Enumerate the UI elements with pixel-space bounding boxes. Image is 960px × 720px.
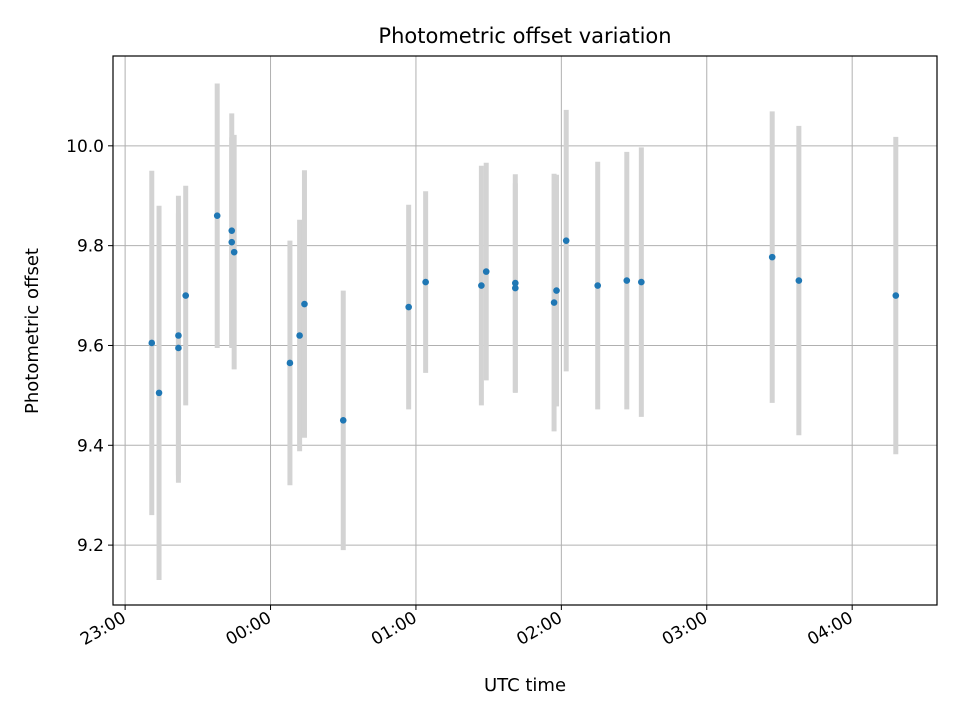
data-point <box>768 253 776 261</box>
data-point <box>228 227 236 234</box>
plot-frame <box>112 55 938 606</box>
data-point <box>155 389 163 397</box>
data-point <box>296 332 303 339</box>
data-point <box>623 277 631 284</box>
data-point <box>301 300 308 308</box>
data-point <box>230 248 238 256</box>
data-point <box>213 212 221 220</box>
data-point <box>286 359 294 367</box>
y-tick-label: 9.2 <box>77 536 104 556</box>
data-point <box>795 277 803 284</box>
data-point <box>594 282 602 289</box>
y-tick-label: 10.0 <box>66 137 104 157</box>
data-point <box>148 339 156 347</box>
data-point <box>553 287 560 294</box>
data-point <box>422 278 429 286</box>
data-point <box>405 303 412 311</box>
data-point <box>562 237 570 244</box>
y-tick-label: 9.4 <box>77 436 104 456</box>
x-axis-title: UTC time <box>484 675 566 696</box>
y-axis-title: Photometric offset <box>22 248 43 414</box>
data-point <box>482 268 490 275</box>
markers <box>148 212 900 424</box>
data-point <box>478 282 485 289</box>
data-point <box>892 292 900 299</box>
y-axis-ticks: 9.2 9.4 9.6 9.8 10.0 <box>66 137 113 556</box>
y-tick-label: 9.6 <box>77 336 104 356</box>
data-point <box>512 284 519 292</box>
data-point <box>638 278 645 286</box>
data-point <box>175 332 182 339</box>
data-point <box>228 238 236 246</box>
y-tick-label: 9.8 <box>77 237 104 257</box>
data-point <box>339 417 347 424</box>
chart-title: Photometric offset variation <box>378 24 671 48</box>
data-point <box>182 292 190 299</box>
data-point <box>175 344 182 352</box>
data-point <box>512 279 519 287</box>
data-point <box>550 299 558 306</box>
